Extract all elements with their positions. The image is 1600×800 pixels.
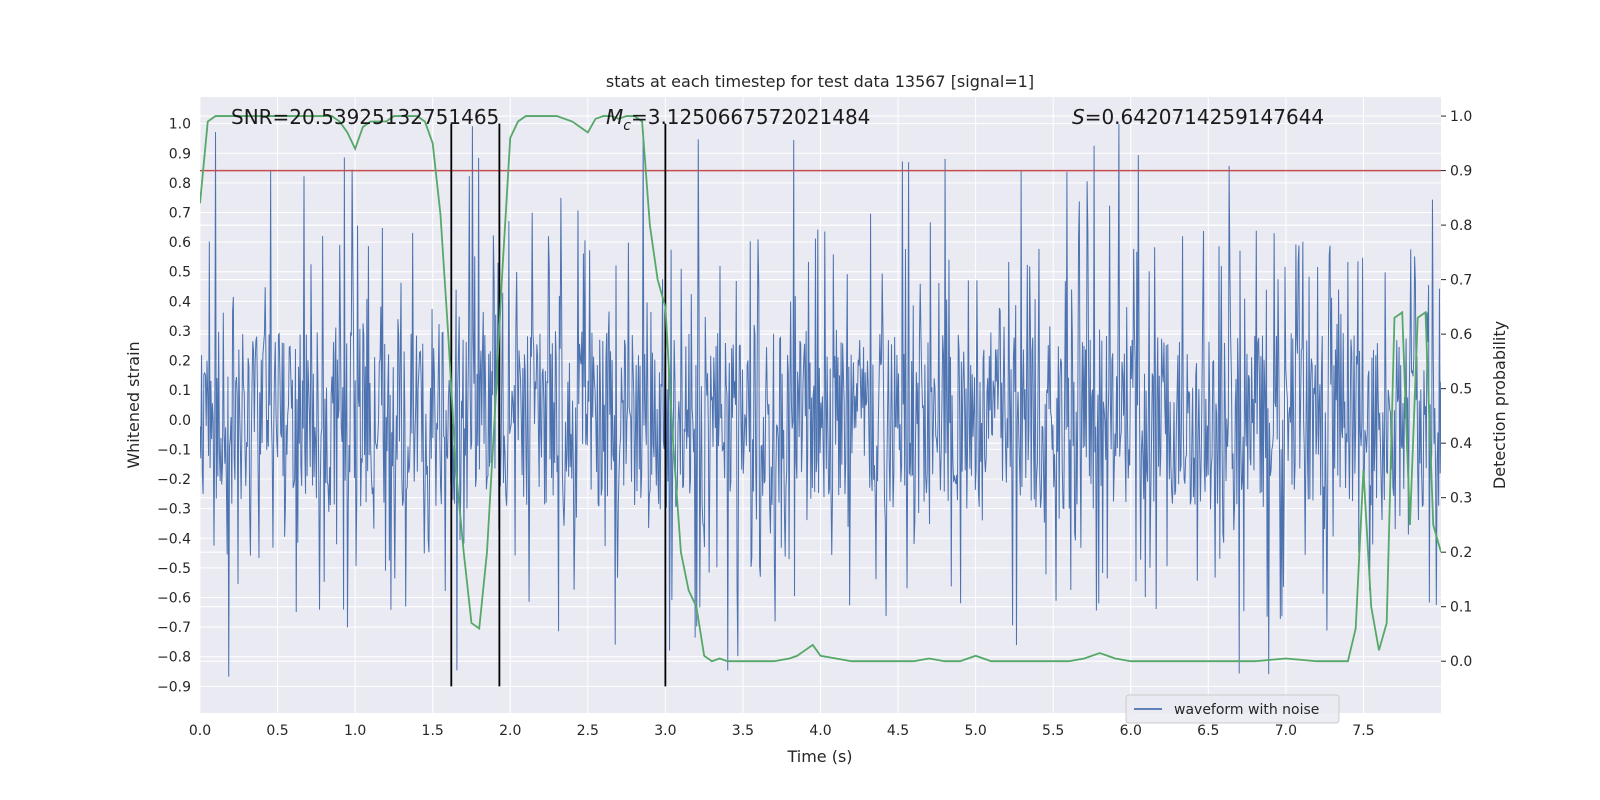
y-right-tick-label: 0.8 xyxy=(1450,218,1472,234)
y-left-tick-label: −0.5 xyxy=(157,561,191,577)
x-axis-label: Time (s) xyxy=(786,747,852,766)
detection-probability-series xyxy=(200,115,1441,663)
x-tick-label: 5.0 xyxy=(964,723,986,739)
y-left-tick-label: 1.0 xyxy=(169,117,191,133)
x-tick-label: 0.5 xyxy=(266,723,288,739)
y-left-tick-label: 0.1 xyxy=(169,383,191,399)
x-tick-label: 6.5 xyxy=(1197,723,1219,739)
chirp-mass-value: =3.1250667572021484 xyxy=(631,105,870,129)
x-tick-label: 6.0 xyxy=(1120,723,1142,739)
x-tick-label: 5.5 xyxy=(1042,723,1064,739)
y-right-tick-label: 0.6 xyxy=(1450,327,1472,343)
y-right-axis-label: Detection probability xyxy=(1490,321,1509,489)
chart-title: stats at each timestep for test data 135… xyxy=(606,72,1034,91)
y-left-tick-label: 0.7 xyxy=(169,206,191,222)
x-tick-label: 2.0 xyxy=(499,723,521,739)
x-tick-label: 0.0 xyxy=(189,723,211,739)
x-tick-label: 7.5 xyxy=(1352,723,1374,739)
s-value: =0.6420714259147644 xyxy=(1085,105,1324,129)
y-right-tick-label: 0.1 xyxy=(1450,600,1472,616)
y-right-tick-labels: 1.0 0.9 0.8 0.7 0.6 0.5 0.4 0.3 0.2 0.1 0.0 xyxy=(1441,109,1472,670)
x-tick-label: 1.5 xyxy=(422,723,444,739)
y-left-tick-label: 0.3 xyxy=(169,324,191,340)
y-right-tick-label: 0.4 xyxy=(1450,436,1472,452)
chirp-mass-annotation: Mc=3.1250667572021484 xyxy=(606,105,870,134)
x-tick-label: 7.0 xyxy=(1275,723,1297,739)
y-right-tick-label: 0.7 xyxy=(1450,273,1472,289)
x-tick-labels: 0.0 0.5 1.0 1.5 2.0 2.5 3.0 3.5 4.0 4.5 5.0 5.5 6.0 6… xyxy=(189,723,1375,739)
y-left-tick-label: 0.8 xyxy=(169,176,191,192)
chirp-mass-symbol: M xyxy=(606,105,623,129)
y-left-tick-label: −0.3 xyxy=(157,502,191,518)
x-tick-label: 2.5 xyxy=(577,723,599,739)
plot-layer xyxy=(200,115,1441,687)
y-left-tick-label: 0.5 xyxy=(169,265,191,281)
y-right-tick-label: 0.2 xyxy=(1450,545,1472,561)
s-symbol: S xyxy=(1072,105,1085,129)
x-tick-label: 4.0 xyxy=(809,723,831,739)
y-left-tick-label: 0.0 xyxy=(169,413,191,429)
legend: waveform with noise xyxy=(1125,694,1340,724)
y-left-tick-label: 0.9 xyxy=(169,146,191,162)
y-left-tick-label: 0.2 xyxy=(169,354,191,370)
y-left-tick-label: 0.4 xyxy=(169,294,191,310)
y-left-tick-label: −0.6 xyxy=(157,591,191,607)
y-left-tick-label: −0.7 xyxy=(157,620,191,636)
y-left-tick-label: −0.1 xyxy=(157,442,191,458)
x-tick-label: 3.5 xyxy=(732,723,754,739)
legend-box xyxy=(1125,694,1340,724)
y-left-axis-label: Whitened strain xyxy=(124,341,143,468)
x-tick-label: 4.5 xyxy=(887,723,909,739)
y-right-tick-label: 0.0 xyxy=(1450,654,1472,670)
y-right-tick-label: 1.0 xyxy=(1450,109,1472,125)
x-tick-label: 3.0 xyxy=(654,723,676,739)
y-left-tick-label: −0.9 xyxy=(157,679,191,695)
y-left-tick-label: 0.6 xyxy=(169,235,191,251)
legend-label: waveform with noise xyxy=(1174,702,1319,718)
waveform-series xyxy=(200,124,1441,677)
x-tick-label: 1.0 xyxy=(344,723,366,739)
y-right-tick-label: 0.5 xyxy=(1450,382,1472,398)
snr-annotation: SNR=20.53925132751465 xyxy=(231,105,499,129)
s-annotation: S=0.6420714259147644 xyxy=(1072,105,1324,129)
chirp-mass-subscript: c xyxy=(623,118,631,134)
y-left-tick-label: −0.2 xyxy=(157,472,191,488)
y-left-tick-label: −0.8 xyxy=(157,650,191,666)
y-left-tick-label: −0.4 xyxy=(157,531,191,547)
y-right-tick-label: 0.9 xyxy=(1450,164,1472,180)
vertical-markers xyxy=(450,123,667,687)
y-left-tick-labels: 1.0 0.9 0.8 0.7 0.6 0.5 0.4 0.3 0.2 0.1 0.0 −0.1 −0.… xyxy=(157,117,191,696)
y-right-tick-label: 0.3 xyxy=(1450,491,1472,507)
